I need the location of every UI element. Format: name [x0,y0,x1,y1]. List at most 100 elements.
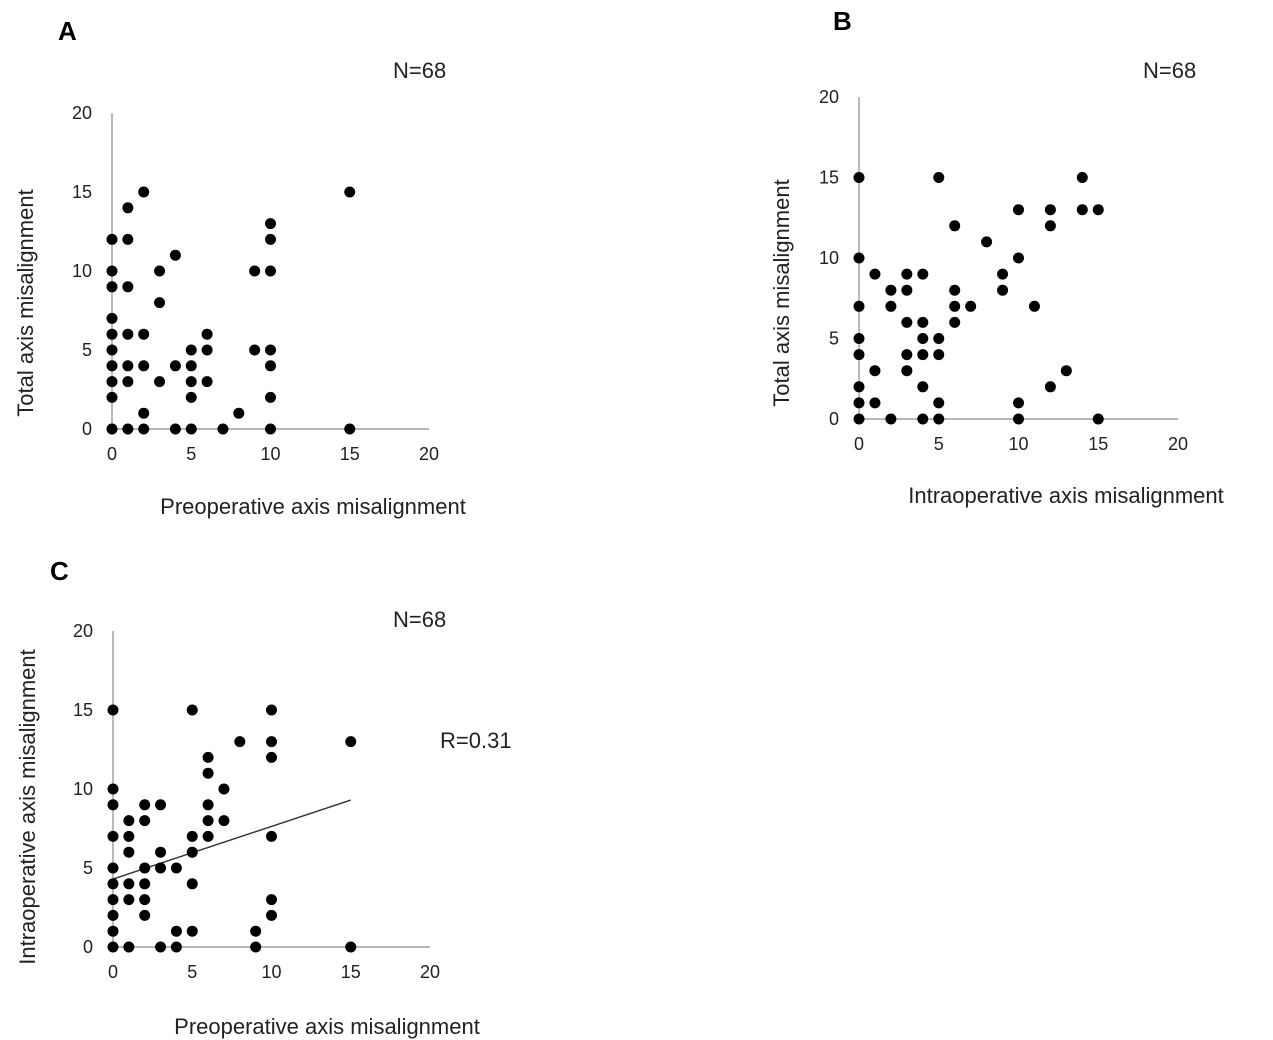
panel-c-data-point [139,878,151,890]
panel-b-data-point [933,349,945,361]
panel-b-data-point [981,236,993,248]
panel-b-data-point [1044,220,1056,232]
panel-b-n-annotation: N=68 [1143,58,1196,83]
panel-c-data-point [250,941,262,953]
panel-b-data-point [901,349,913,361]
panel-a-data-point [265,391,276,403]
panel-b-data-point [1092,413,1104,425]
panel-c-data-point [155,799,167,811]
panel-a-points [106,186,356,435]
panel-b-data-point [901,268,913,280]
panel-b-data-point [1028,300,1040,312]
panel-b-data-point [917,413,929,425]
panel-a-data-point [265,423,276,435]
panel-c-x-label: Preoperative axis misalignment [174,1014,480,1039]
panel-b-data-point [1013,413,1024,425]
panel-a-data-point [249,344,261,356]
panel-c-points [107,704,357,953]
panel-a-y-tick-label: 0 [82,419,92,439]
panel-b-y-tick-label: 15 [819,168,839,188]
panel-b-data-point [901,316,913,328]
panel-c-data-point [139,862,151,874]
panel-c-data-point [266,751,277,763]
panel-c-data-point [123,830,135,842]
panel-c-y-tick-label: 10 [73,779,93,799]
panel-b-x-label: Intraoperative axis misalignment [908,483,1223,508]
panel-a-data-point [201,344,213,356]
panel-b-data-point [1060,365,1072,377]
panel-b-data-point [1044,204,1056,216]
panel-a-y-tick-label: 20 [72,103,92,123]
panel-c-data-point [202,830,214,842]
panel-c-data-point [123,815,135,827]
panel-b-data-point [1076,172,1088,183]
panel-a-n-annotation: N=68 [393,58,446,83]
panel-a-y-ticks: 0 5 10 15 20 [72,103,92,439]
panel-a-x-tick-label: 20 [419,444,439,464]
panel-b-data-point [853,381,865,393]
panel-b-data-point [997,268,1009,280]
panel-a-data-point [138,407,150,419]
panel-b-data-point [853,300,865,312]
panel-b-data-point [869,365,881,377]
panel-c-data-point [218,783,230,795]
panel-a-data-point [185,344,197,356]
panel-a-data-point [154,376,166,388]
panel-c-data-point [107,925,119,937]
panel-a-data-point [185,423,197,435]
panel-c-data-point [123,878,135,890]
panel-c-data-point [202,751,214,763]
panel-b-data-point [917,333,929,344]
panel-a-x-ticks: 0 5 10 15 20 [107,444,439,464]
panel-c-y-tick-label: 20 [73,621,93,641]
panel-b-data-point [997,284,1009,296]
panel-c-data-point [234,736,246,748]
panel-a-data-point [106,233,118,245]
panel-a-data-point [122,360,134,372]
panel-a-data-point [106,391,118,403]
panel-a-data-point [344,186,356,198]
panel-c-data-point [107,878,119,890]
panel-a-x-tick-label: 5 [186,444,196,464]
panel-b-data-point [917,349,929,361]
panel-a-y-tick-label: 15 [72,182,92,202]
panel-c-y-label: Intraoperative axis misalignment [15,649,40,964]
panel-c-data-point [123,894,135,906]
panel-a-data-point [265,344,276,356]
panel-a-data-point [185,360,197,372]
panel-b-data-point [933,397,945,409]
panel-b-x-ticks: 0 5 10 15 20 [854,434,1188,454]
panel-c-data-point [266,909,277,921]
panel-a-data-point [249,265,261,277]
panel-b-data-point [949,300,961,312]
panel-a-y-label: Total axis misalignment [13,189,38,416]
panel-c-y-tick-label: 0 [83,937,93,957]
panel-a-data-point [122,202,134,214]
panel-c-data-point [266,704,277,716]
panel-a-data-point [265,218,276,230]
panel-a-data-point [122,233,134,245]
panel-c-data-point [107,704,119,716]
panel-b-y-tick-label: 5 [829,329,839,349]
panel-a-data-point [106,312,118,324]
panel-c-x-tick-label: 15 [341,962,361,982]
panel-b-data-point [1044,381,1056,393]
panel-b-data-point [885,300,897,312]
panel-b-points [853,172,1104,425]
panel-a-y-tick-label: 5 [82,340,92,360]
panel-b-data-point [1076,204,1088,216]
panel-a-data-point [265,233,276,245]
panel-a-data-point [106,360,118,372]
panel-c-x-tick-label: 5 [187,962,197,982]
panel-a-data-point [185,376,197,388]
panel-a-data-point [106,376,118,388]
panel-b-x-tick-label: 20 [1168,434,1188,454]
panel-b-data-point [885,284,897,296]
panel-a-data-point [122,376,134,388]
panel-a-data-point [154,265,166,277]
panel-c-data-point [202,815,214,827]
panel-b-x-tick-label: 5 [934,434,944,454]
panel-c-data-point [123,941,135,953]
panel-c-data-point [202,799,214,811]
panel-b-data-point [1013,204,1024,216]
